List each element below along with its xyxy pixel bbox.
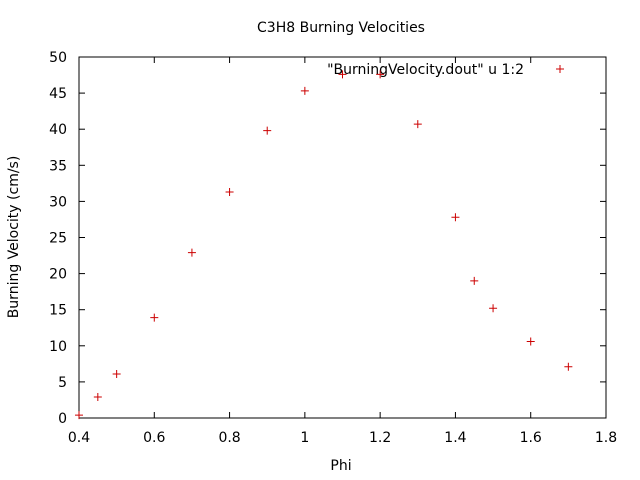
y-tick-label: 45	[49, 86, 67, 102]
x-tick-label: 1	[300, 430, 309, 446]
data-point	[263, 126, 272, 135]
y-tick-label: 0	[58, 411, 67, 427]
data-point	[112, 369, 121, 378]
data-point	[338, 70, 347, 79]
y-tick-label: 5	[58, 375, 67, 391]
data-point	[187, 248, 196, 257]
data-point	[489, 304, 498, 313]
x-tick-label: 0.4	[68, 430, 90, 446]
x-tick-label: 1.4	[444, 430, 466, 446]
data-point	[300, 86, 309, 95]
x-tick-label: 1.6	[520, 430, 542, 446]
data-point	[93, 393, 102, 402]
y-axis-label: Burning Velocity (cm/s)	[6, 156, 22, 319]
y-axis: 0 5 10 15 20 25 30 35 40 45 50	[49, 50, 606, 427]
data-point	[225, 188, 234, 197]
x-axis: 0.4 0.6 0.8 1 1.2 1.4 1.6 1.8	[68, 57, 617, 446]
y-tick-label: 20	[49, 267, 67, 283]
plot-frame	[78, 56, 607, 419]
x-tick-label: 0.6	[143, 430, 165, 446]
data-points	[75, 70, 573, 420]
y-tick-label: 25	[49, 231, 67, 247]
legend-label: "BurningVelocity.dout" u 1:2	[327, 62, 524, 78]
legend: "BurningVelocity.dout" u 1:2	[327, 62, 564, 78]
data-point	[526, 337, 535, 346]
y-tick-label: 50	[49, 50, 67, 66]
data-point	[470, 276, 479, 285]
data-point	[75, 411, 83, 420]
y-tick-label: 40	[49, 122, 67, 138]
y-tick-label: 35	[49, 158, 67, 174]
legend-marker-symbol	[556, 65, 564, 73]
data-point	[451, 213, 460, 222]
legend-marker	[556, 65, 564, 73]
y-tick-label: 30	[49, 194, 67, 210]
data-point	[413, 120, 422, 129]
data-point	[564, 362, 573, 371]
y-tick-label: 10	[49, 339, 67, 355]
x-tick-label: 1.2	[369, 430, 391, 446]
x-axis-label: Phi	[330, 458, 351, 474]
data-point	[376, 70, 385, 79]
x-tick-label: 1.8	[595, 430, 617, 446]
chart-title: C3H8 Burning Velocities	[257, 20, 425, 36]
y-tick-label: 15	[49, 303, 67, 319]
data-point	[150, 313, 159, 322]
x-tick-label: 0.8	[218, 430, 240, 446]
